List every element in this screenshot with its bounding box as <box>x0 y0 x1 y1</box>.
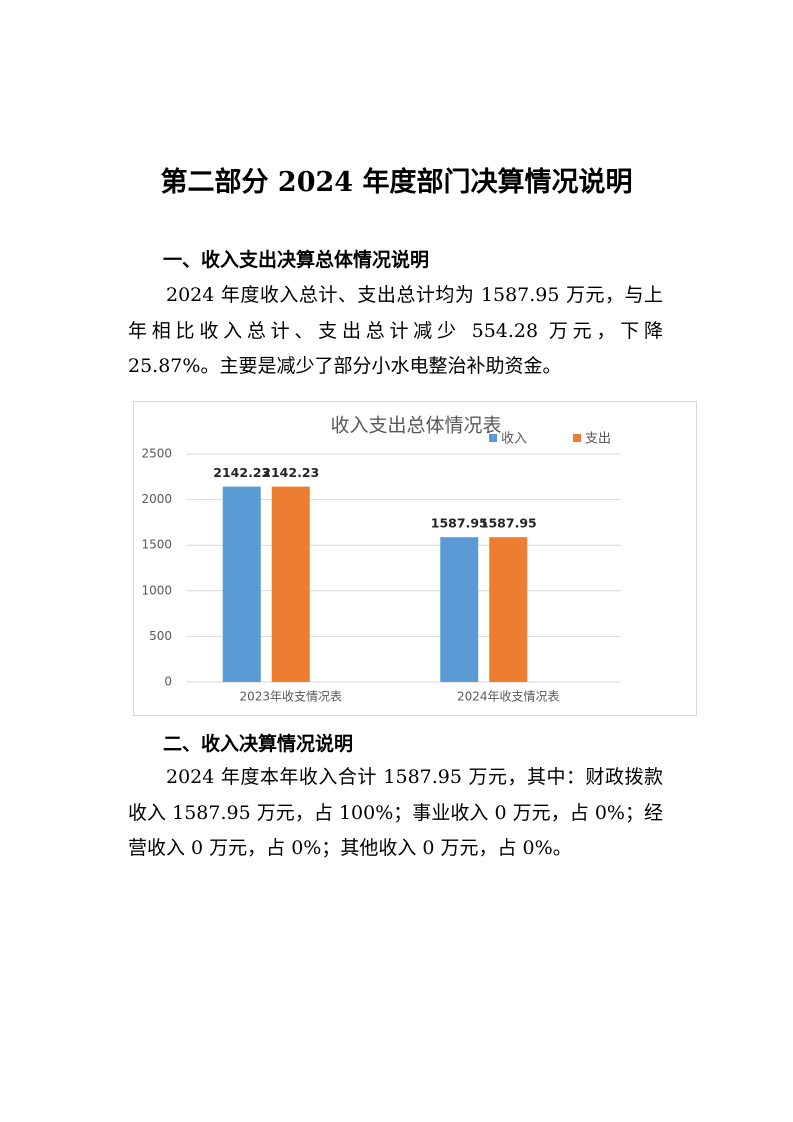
bar <box>222 486 261 682</box>
y-tick-label: 1500 <box>141 538 172 552</box>
y-tick-label: 2500 <box>141 447 172 461</box>
y-tick-label: 1000 <box>141 583 172 597</box>
data-label: 1587.95 <box>480 516 537 531</box>
legend-label: 支出 <box>585 432 611 447</box>
bar <box>440 537 479 682</box>
page-title: 第二部分 2024 年度部门决算情况说明 <box>160 167 633 198</box>
paragraph: 2024 年度本年收入合计 1587.95 万元，其中：财政拨款收入 1587.… <box>128 766 663 859</box>
x-tick-label: 2023年收支情况表 <box>239 690 342 704</box>
paragraph: 2024 年度收入总计、支出总计均为 1587.95 万元，与上年相比收入总计、… <box>128 284 663 377</box>
bar <box>489 537 528 682</box>
section-heading: 二、收入决算情况说明 <box>163 733 354 755</box>
legend-swatch <box>573 434 581 442</box>
y-tick-label: 2000 <box>141 492 172 506</box>
legend-label: 收入 <box>501 432 527 447</box>
bar <box>271 486 310 682</box>
data-label: 1587.95 <box>431 516 488 531</box>
section-heading: 一、收入支出决算总体情况说明 <box>163 249 430 271</box>
chart-frame: 收入支出总体情况表 0 500 1000 1500 2000 2500 收入 支出 2023年收… <box>133 401 697 716</box>
data-label: 2142.23 <box>213 465 270 480</box>
chart-title: 收入支出总体情况表 <box>330 415 501 437</box>
data-label: 2142.23 <box>262 465 319 480</box>
y-tick-label: 500 <box>149 629 172 643</box>
x-tick-label: 2024年收支情况表 <box>457 690 560 704</box>
legend-swatch <box>489 434 497 442</box>
y-tick-label: 0 <box>164 675 172 689</box>
chart: 收入支出总体情况表 0 500 1000 1500 2000 2500 收入 支出 2023年收… <box>141 415 621 704</box>
